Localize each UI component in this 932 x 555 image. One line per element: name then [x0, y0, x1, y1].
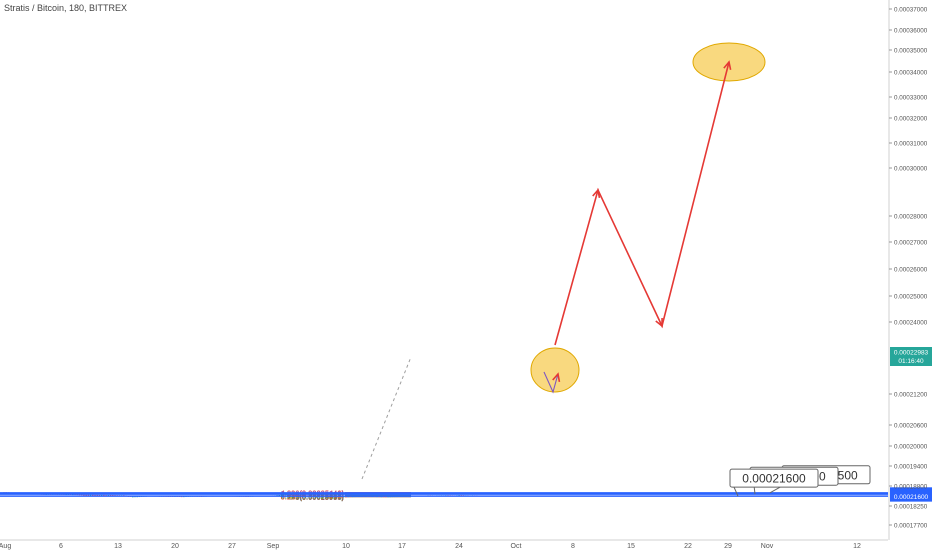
- axis-level-tag: [890, 490, 932, 502]
- price-tick-label: 0.00019400: [894, 464, 928, 471]
- candle-body: [294, 494, 296, 496]
- price-tick-label: 0.00020600: [894, 423, 928, 430]
- highlight-ellipse: [530, 347, 580, 393]
- time-tick-label: 8: [571, 543, 575, 550]
- candle-body: [100, 494, 103, 496]
- price-tick-label: 0.00030000: [894, 166, 928, 173]
- price-tick-label: 0.00028000: [894, 214, 928, 221]
- fib-level-label: 0.236(0.00019912): [281, 493, 345, 502]
- candle-body: [340, 496, 343, 498]
- time-tick-label: Oct: [511, 543, 522, 550]
- candle-body: [345, 496, 347, 498]
- time-tick-label: Nov: [761, 543, 774, 550]
- price-callout-box: [729, 468, 819, 488]
- candle-body: [278, 494, 281, 496]
- candle-body: [94, 494, 96, 496]
- fib-level-label: 0(0.00018995): [295, 493, 344, 502]
- time-tick-label: 20: [171, 543, 179, 550]
- projection-path: [554, 61, 730, 346]
- price-tick-label: 0.00025000: [894, 294, 928, 301]
- time-tick-label: 24: [455, 543, 463, 550]
- candle-body: [98, 494, 101, 496]
- time-tick-label: 6: [59, 543, 63, 550]
- fib-trend-line: [361, 356, 412, 480]
- candle-body: [87, 494, 90, 496]
- price-tick-label: 0.00017700: [894, 523, 928, 530]
- time-tick-label: 29: [724, 543, 732, 550]
- price-tick-label: 0.00036000: [894, 28, 928, 35]
- price-tick-label: 0.00026000: [894, 267, 928, 274]
- time-tick-label: 10: [342, 543, 350, 550]
- price-tick-label: 0.00032000: [894, 116, 928, 123]
- candle-body: [338, 496, 341, 498]
- price-tick-label: 0.00037000: [894, 7, 928, 14]
- arrow-head: [592, 188, 601, 199]
- time-tick-label: 12: [853, 543, 861, 550]
- time-tick-label: 15: [627, 543, 635, 550]
- price-tick-label: 0.00027000: [894, 240, 928, 247]
- price-tick-label: 0.00034000: [894, 70, 928, 77]
- arrow-head: [723, 60, 732, 70]
- time-tick-label: 27: [228, 543, 236, 550]
- candle-body: [280, 494, 283, 496]
- price-tick-label: 0.00018250: [894, 504, 928, 511]
- candle-body: [296, 494, 298, 496]
- candle-body: [107, 495, 110, 496]
- current-price-tag: [890, 347, 932, 366]
- current-price-text: 0.00022983: [894, 350, 929, 357]
- candle-body: [96, 494, 99, 496]
- price-tick-label: 0.00024000: [894, 320, 928, 327]
- callout-leader: [733, 486, 739, 497]
- candle-body: [83, 494, 85, 496]
- time-tick-label: Sep: [267, 543, 280, 550]
- countdown-text: 01:16:40: [898, 358, 924, 365]
- price-callout-text: 0.00021600: [742, 472, 806, 486]
- candle-body: [103, 494, 105, 496]
- candle-body: [342, 496, 345, 498]
- arrow-head: [655, 317, 663, 328]
- inner-arrow: [543, 371, 559, 394]
- axis-level-tag-text: 0.00021600: [894, 494, 929, 501]
- candle-body: [89, 494, 92, 496]
- chart-title: Stratis / Bitcoin, 180, BITTREX: [4, 3, 128, 13]
- candle-body: [92, 494, 94, 496]
- time-tick-label: Aug: [0, 543, 11, 550]
- price-tick-label: 0.00018800: [894, 484, 928, 491]
- fib-level-label: 0.382(0.00020478): [281, 492, 345, 501]
- price-tick-label: 0.00020000: [894, 444, 928, 451]
- candle-body: [131, 496, 134, 498]
- price-tick-label: 0.00035000: [894, 48, 928, 55]
- candle-body: [109, 495, 112, 496]
- candle-body: [336, 496, 338, 498]
- time-tick-label: 13: [114, 543, 122, 550]
- arrow-head: [552, 372, 561, 383]
- price-tick-label: 0.00031000: [894, 141, 928, 148]
- candle-body: [85, 494, 87, 496]
- price-tick-label: 0.00033000: [894, 95, 928, 102]
- time-tick-label: 22: [684, 543, 692, 550]
- price-tick-label: 0.00021200: [894, 392, 928, 399]
- time-tick-label: 17: [398, 543, 406, 550]
